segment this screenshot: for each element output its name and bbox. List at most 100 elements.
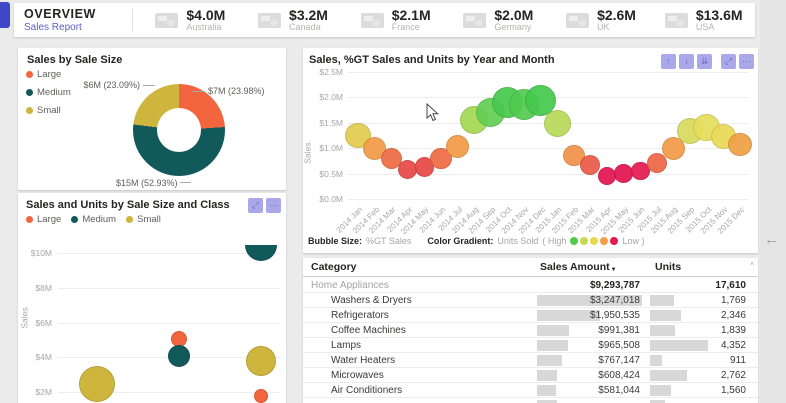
expand-level-icon[interactable]: ⇊	[697, 54, 712, 69]
page-title: OVERVIEW	[24, 7, 96, 21]
month-bubble[interactable]	[598, 167, 617, 186]
page-subtitle: Sales Report	[24, 22, 82, 33]
table-row[interactable]: Home Appliances $9,293,787 17,610	[303, 278, 758, 293]
kpi-value: $2.0M	[494, 6, 534, 23]
flag-uk-icon	[566, 12, 590, 28]
legend-item-medium[interactable]: Medium	[71, 214, 116, 225]
sales-amount-cell: $991,381	[598, 325, 640, 336]
kpi-card[interactable]: $2.0M Germany	[447, 3, 550, 37]
legend-item-large[interactable]: Large	[26, 214, 61, 225]
column-header-sales-amount[interactable]: Sales Amount▼	[540, 261, 617, 273]
bubble-chart-card: Sales, %GT Sales and Units by Year and M…	[303, 48, 758, 253]
class-bubble-small[interactable]	[79, 365, 115, 402]
legend-item-large[interactable]: Large	[26, 69, 71, 80]
month-bubble[interactable]	[661, 136, 685, 160]
gradient-high-text: ( High	[542, 236, 567, 246]
kpi-card[interactable]: $4.0M Australia	[139, 3, 242, 37]
sort-descending-icon: ▼	[610, 267, 617, 273]
month-bubble[interactable]	[728, 132, 752, 157]
month-bubble[interactable]	[580, 154, 601, 175]
kpi-text: $2.6M UK	[597, 6, 636, 32]
class-bubble-large[interactable]	[254, 389, 268, 403]
flag-usa-icon	[664, 12, 688, 28]
table-row[interactable]: Microwaves $608,424 2,762	[303, 368, 758, 383]
category-cell: Water Heaters	[331, 355, 396, 366]
chart-title: Sales, %GT Sales and Units by Year and M…	[309, 54, 555, 66]
legend-dot	[26, 216, 33, 223]
category-cell: Coffee Machines	[331, 325, 406, 336]
color-gradient-value: Units Sold	[497, 236, 539, 246]
column-header-category[interactable]: Category	[311, 261, 357, 273]
legend-item-small[interactable]: Small	[126, 214, 161, 225]
units-cell: 2,762	[720, 370, 746, 381]
month-bubble[interactable]	[430, 147, 452, 169]
kpi-strip: $4.0M Australia $3.2M Canada $2.1M France $2.0…	[139, 3, 755, 37]
month-bubble[interactable]	[363, 136, 387, 160]
focus-mode-icon[interactable]: ⤢	[721, 54, 736, 69]
gradient-low-text: Low )	[622, 236, 645, 246]
gridline	[58, 392, 280, 393]
kpi-card[interactable]: $2.1M France	[344, 3, 447, 37]
table-body: Home Appliances $9,293,787 17,610 Washers &…	[303, 278, 758, 403]
class-scatter-card: Sales and Units by Sale Size and Class ⤢…	[18, 193, 286, 403]
previous-page-arrow-icon[interactable]: ←	[764, 231, 779, 248]
month-bubble[interactable]	[380, 147, 402, 169]
month-bubble[interactable]	[614, 164, 633, 183]
table-row[interactable]: Lamps $965,508 4,352	[303, 338, 758, 353]
gradient-scale-dots	[570, 237, 619, 245]
gridline	[58, 322, 280, 324]
month-bubble[interactable]	[646, 153, 667, 174]
month-bubble[interactable]	[543, 109, 571, 138]
sales-data-bar	[537, 385, 556, 396]
drill-up-icon[interactable]: ↑	[661, 54, 676, 69]
drill-down-icon[interactable]: ↓	[679, 54, 694, 69]
units-cell: 1,769	[720, 295, 746, 306]
units-data-bar	[650, 295, 674, 306]
table-row[interactable]: Refrigerators $1,950,535 2,346	[303, 308, 758, 323]
flag-germany-icon	[463, 12, 487, 28]
visual-header-toolbar: ⤢ ⋯	[248, 198, 281, 213]
gridline	[58, 287, 280, 289]
table-row[interactable]: Washers & Dryers $3,247,018 1,769	[303, 293, 758, 308]
kpi-card[interactable]: $3.2M Canada	[242, 3, 345, 37]
nav-chip[interactable]	[0, 2, 10, 28]
visual-header-toolbar: ↑ ↓ ⇊ ⤢ ⋯	[661, 54, 754, 69]
table-row[interactable]: Coffee Machines $991,381 1,839	[303, 323, 758, 338]
units-cell: 911	[730, 355, 746, 366]
kpi-value: $2.6M	[597, 6, 636, 23]
more-options-icon[interactable]: ⋯	[266, 198, 281, 213]
units-cell: 4,352	[720, 340, 746, 351]
class-bubble-medium[interactable]	[245, 245, 277, 261]
donut-chart[interactable]	[133, 84, 225, 176]
month-bubble[interactable]	[446, 134, 470, 159]
legend-label: Large	[37, 214, 62, 225]
class-bubble-medium[interactable]	[168, 345, 190, 367]
report-brand: OVERVIEW Sales Report	[14, 7, 132, 33]
kpi-card[interactable]: $13.6M USA	[652, 3, 755, 37]
scatter-plot-area	[56, 245, 282, 403]
gradient-dot	[580, 237, 589, 245]
sales-amount-cell: $965,508	[598, 340, 640, 351]
month-bubble[interactable]	[630, 161, 650, 181]
legend-item-small[interactable]: Small	[26, 105, 71, 116]
focus-mode-icon[interactable]: ⤢	[248, 198, 263, 213]
table-scroll-up-icon[interactable]: ^	[750, 261, 754, 270]
table-row[interactable]: Water Heaters $767,147 911	[303, 353, 758, 368]
legend-item-medium[interactable]: Medium	[26, 87, 71, 98]
callout-line	[180, 182, 191, 183]
legend-dot	[26, 71, 33, 78]
class-bubble-small[interactable]	[246, 346, 276, 377]
sales-amount-cell: $608,424	[598, 370, 640, 381]
gradient-dot	[600, 237, 609, 245]
donut-chart-card: Sales by Sale Size Large Medium Small $6M …	[18, 48, 286, 190]
table-row[interactable]	[303, 398, 758, 403]
sales-data-bar	[537, 295, 642, 306]
divider	[132, 9, 133, 31]
more-options-icon[interactable]: ⋯	[739, 54, 754, 69]
table-row[interactable]: Air Conditioners $581,044 1,560	[303, 383, 758, 398]
kpi-value: $4.0M	[186, 6, 226, 23]
kpi-card[interactable]: $2.6M UK	[550, 3, 653, 37]
sales-data-bar	[537, 310, 601, 321]
column-header-units[interactable]: Units	[655, 261, 682, 273]
